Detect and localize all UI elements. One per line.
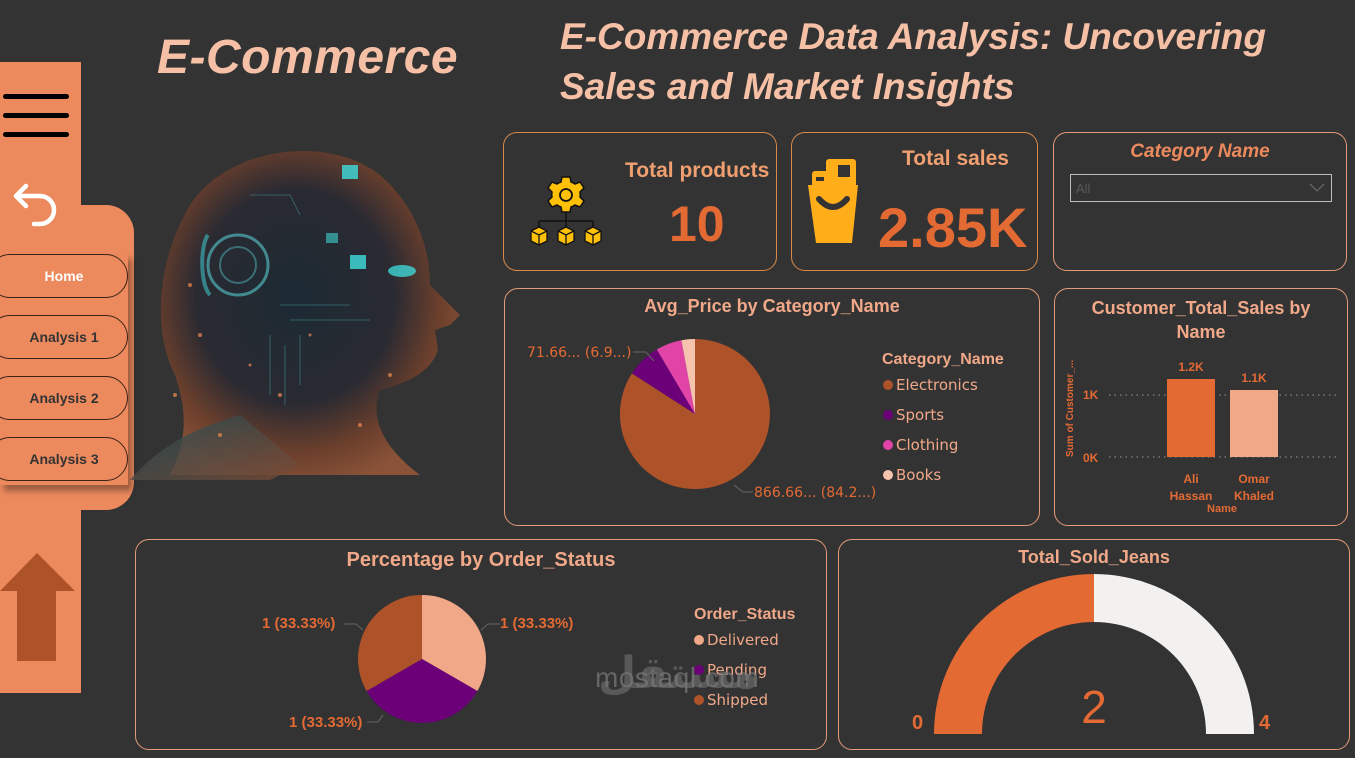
legend-dot — [883, 410, 893, 420]
data-label: 866.66... (84.2...) — [754, 485, 877, 501]
ai-head-illustration — [130, 151, 461, 480]
legend-item-electronics[interactable]: Electronics — [883, 376, 978, 394]
watermark-arabic: مستقل — [598, 648, 759, 699]
legend-item-sports[interactable]: Sports — [883, 406, 944, 424]
sidebar-top-panel — [0, 62, 81, 212]
watermark-latin: mostaql.com — [595, 662, 760, 693]
data-label: 1 (33.33%) — [262, 615, 336, 632]
leader-lines — [344, 623, 500, 723]
kpi-card-total-products: Total products 10 — [503, 132, 777, 271]
kpi-label: Total products — [625, 159, 770, 182]
customer-sales-chart: Customer_Total_Sales by Name Sum of Cust… — [1054, 288, 1348, 526]
chart-title: Customer_Total_Sales by Name — [1091, 298, 1311, 342]
category-dropdown[interactable]: All — [1070, 174, 1332, 202]
legend-dot — [883, 470, 893, 480]
x-tick-label: Hassan — [1169, 489, 1213, 503]
slicer-title: Category Name — [1130, 141, 1270, 162]
y-tick-1k: 1K — [1083, 388, 1099, 402]
sidebar-nav: Home Analysis 1 Analysis 2 Analysis 3 — [0, 253, 128, 485]
brand-title: E-Commerce — [157, 31, 459, 84]
up-arrow-icon[interactable] — [0, 553, 76, 663]
x-tick-label: Ali — [1183, 472, 1199, 486]
data-label: 1 (33.33%) — [289, 714, 363, 731]
legend-item-delivered[interactable]: Delivered — [694, 631, 779, 649]
bar-ali-hassan[interactable] — [1167, 379, 1215, 457]
kpi-label: Total sales — [902, 147, 1009, 170]
bar-plot — [1109, 379, 1337, 458]
leader-lines — [633, 351, 753, 493]
gauge-value: 2 — [1081, 681, 1107, 733]
legend-item-shipped[interactable]: Shipped — [694, 691, 768, 709]
legend-dot — [694, 635, 704, 645]
gauge-min: 0 — [912, 712, 924, 734]
sidebar-item-analysis-1[interactable]: Analysis 1 — [0, 315, 128, 359]
x-tick-label: Khaled — [1233, 489, 1274, 503]
legend-label: Shipped — [707, 691, 768, 709]
chart-title: Percentage by Order_Status — [346, 549, 616, 571]
legend-dot — [883, 380, 893, 390]
order-status-pie[interactable] — [356, 593, 488, 725]
legend-label: Electronics — [896, 376, 978, 394]
legend-dot — [883, 440, 893, 450]
legend-item-pending[interactable]: Pending — [694, 661, 767, 679]
category-slicer: Category Name All — [1053, 132, 1347, 271]
bar-label: 1.2K — [1178, 360, 1204, 374]
product-hierarchy-icon — [530, 176, 602, 246]
avg-price-chart: Avg_Price by Category_Name 71.66... (6.9… — [504, 288, 1040, 526]
chart-title: Total_Sold_Jeans — [1018, 547, 1170, 567]
legend-label: Sports — [896, 406, 945, 424]
kpi-value: 2.85K — [878, 196, 1028, 259]
sidebar-item-analysis-3[interactable]: Analysis 3 — [0, 437, 128, 481]
legend-label: Books — [896, 466, 942, 484]
bar-omar-khaled[interactable] — [1230, 390, 1278, 457]
x-tick-label: Omar — [1238, 472, 1270, 486]
y-tick-0k: 0K — [1083, 451, 1099, 465]
legend-label: Delivered — [707, 631, 779, 649]
shopping-bag-icon — [808, 159, 858, 243]
legend-dot — [694, 665, 704, 675]
sidebar-item-analysis-2[interactable]: Analysis 2 — [0, 376, 128, 420]
legend-label: Pending — [707, 661, 767, 679]
chart-title: Avg_Price by Category_Name — [644, 296, 900, 316]
sidebar-item-home[interactable]: Home — [0, 254, 128, 298]
avg-price-pie[interactable] — [615, 334, 775, 494]
legend-label: Clothing — [896, 436, 959, 454]
data-label: 71.66... (6.9...) — [527, 345, 632, 361]
dropdown-value: All — [1076, 181, 1091, 196]
jeans-gauge-card: Total_Sold_Jeans 2 0 4 — [838, 539, 1350, 750]
legend-title: Category_Name — [882, 351, 1004, 368]
x-axis-title: Name — [1207, 503, 1237, 515]
legend-item-clothing[interactable]: Clothing — [883, 436, 958, 454]
hamburger-menu-icon[interactable] — [3, 94, 69, 138]
legend-title: Order_Status — [694, 606, 796, 623]
order-status-chart: Percentage by Order_Status 1 (33.33%) 1 … — [135, 539, 827, 750]
legend-dot — [694, 695, 704, 705]
gauge-chart[interactable] — [839, 540, 1351, 751]
gauge-max: 4 — [1259, 712, 1271, 734]
legend-item-books[interactable]: Books — [883, 466, 941, 484]
undo-arrow-icon[interactable] — [12, 178, 62, 232]
kpi-card-total-sales: Total sales 2.85K — [791, 132, 1038, 271]
data-label: 1 (33.33%) — [500, 615, 574, 632]
kpi-value: 10 — [669, 196, 725, 252]
page-title: E-Commerce Data Analysis: Uncovering Sal… — [560, 16, 1266, 107]
bar-label: 1.1K — [1241, 371, 1267, 385]
chevron-down-icon — [1309, 183, 1325, 192]
